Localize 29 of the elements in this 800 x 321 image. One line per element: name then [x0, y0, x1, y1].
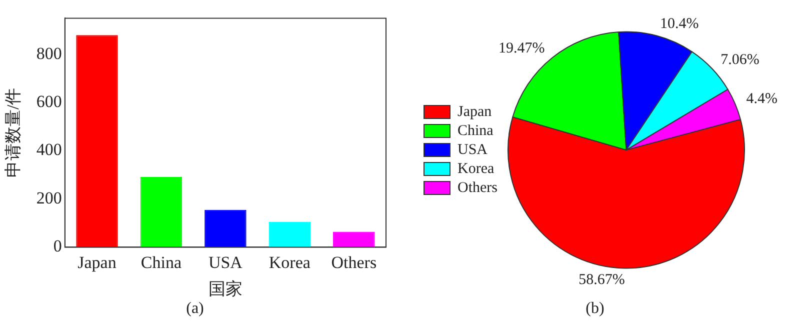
x-tick-label: Japan	[78, 252, 117, 272]
data-label: 19.47%	[498, 40, 545, 56]
x-tick-label: USA	[208, 252, 244, 272]
data-label: 10.4%	[660, 16, 699, 32]
y-tick-label: 200	[36, 188, 62, 208]
data-label: 7.06%	[720, 52, 760, 68]
data-label: 4.4%	[746, 91, 778, 108]
bar	[268, 222, 311, 248]
x-axis-title: 国家	[208, 279, 242, 298]
legend-label: China	[458, 122, 494, 139]
x-tick-label: Others	[331, 252, 377, 272]
legend-label: USA	[458, 142, 488, 158]
y-tick-label: 0	[53, 236, 62, 256]
data-label: 58.67%	[578, 272, 625, 288]
y-tick-label: 800	[36, 44, 62, 63]
text: (a)	[185, 300, 205, 318]
x-tick-label: China	[140, 252, 182, 272]
text: (b)	[584, 300, 606, 318]
bar	[204, 210, 246, 248]
legend-label: Korea	[458, 160, 494, 177]
y-tick-label: 600	[36, 92, 62, 112]
bar	[76, 35, 118, 248]
y-tick-label: 400	[36, 140, 62, 160]
y-axis-title: 申请数量/件	[4, 88, 23, 178]
x-tick-label: Korea	[268, 252, 311, 272]
bar	[140, 177, 182, 248]
bar	[333, 232, 375, 248]
legend-label: Japan	[458, 104, 492, 120]
legend-label: Others	[458, 180, 498, 196]
